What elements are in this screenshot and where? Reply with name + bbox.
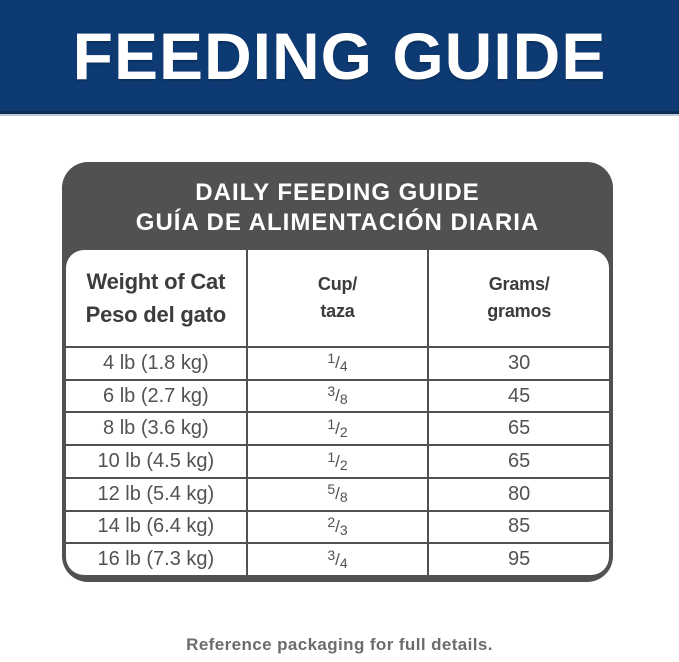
weight-cell: 12 lb (5.4 kg): [97, 482, 215, 505]
column-header-cup-en: Cup/: [317, 274, 358, 294]
table-title-english: DAILY FEEDING GUIDE: [195, 179, 480, 206]
feeding-table: Weight of Cat Peso del gato Cup/ taza Gr…: [66, 250, 609, 575]
column-header-cup: Cup/ taza: [245, 250, 428, 346]
column-header-cup-es: taza: [320, 301, 355, 321]
grams-cell: 95: [427, 544, 609, 575]
grams-cell: 30: [427, 348, 609, 379]
grams-cell: 85: [427, 511, 609, 543]
grams-cell: 80: [427, 478, 609, 510]
cup-cell: 5/8: [245, 478, 428, 510]
table-row: 4 lb (1.8 kg) 1/4 30: [66, 346, 609, 379]
cup-fraction: 5/8: [327, 481, 348, 506]
weight-cell: 14 lb (6.4 kg): [97, 515, 215, 538]
table-row: 6 lb (2.7 kg) 3/8 45: [66, 378, 609, 412]
cup-cell: 1/2: [245, 413, 428, 445]
cup-fraction: 1/2: [327, 448, 348, 473]
cup-fraction: 2/3: [327, 513, 348, 538]
cup-cell: 1/4: [245, 348, 428, 379]
table-title-spanish: GUÍA DE ALIMENTACIÓN DIARIA: [135, 209, 540, 236]
column-header-weight-en: Weight of Cat: [86, 269, 226, 294]
table-row: 12 lb (5.4 kg) 5/8 80: [66, 476, 609, 510]
weight-cell: 10 lb (4.5 kg): [97, 450, 215, 473]
cup-fraction: 1/4: [327, 350, 348, 375]
cup-cell: 3/4: [245, 544, 428, 575]
grams-cell: 65: [427, 446, 609, 477]
grams-cell: 65: [427, 413, 609, 445]
column-header-grams-en: Grams/: [488, 274, 550, 294]
cup-cell: 3/8: [245, 380, 428, 412]
table-title-band: DAILY FEEDING GUIDE GUÍA DE ALIMENTACIÓN…: [62, 162, 613, 250]
table-row: 16 lb (7.3 kg) 3/4 95: [66, 542, 609, 575]
column-header-grams-es: gramos: [487, 301, 552, 321]
column-header-grams: Grams/ gramos: [427, 250, 609, 346]
table-row: 8 lb (3.6 kg) 1/2 65: [66, 411, 609, 445]
feeding-guide-banner: FEEDING GUIDE: [0, 0, 679, 114]
grams-cell: 45: [427, 380, 609, 412]
cup-cell: 1/2: [245, 446, 428, 477]
weight-cell: 8 lb (3.6 kg): [103, 417, 209, 440]
footer-note: Reference packaging for full details.: [186, 635, 493, 654]
weight-cell: 6 lb (2.7 kg): [103, 384, 209, 407]
table-header-row: Weight of Cat Peso del gato Cup/ taza Gr…: [66, 250, 609, 346]
cup-fraction: 3/8: [327, 383, 348, 408]
cup-cell: 2/3: [245, 511, 428, 543]
column-header-weight: Weight of Cat Peso del gato: [66, 250, 246, 346]
weight-cell: 16 lb (7.3 kg): [97, 548, 215, 571]
table-row: 14 lb (6.4 kg) 2/3 85: [66, 509, 609, 543]
feeding-guide-table-card: DAILY FEEDING GUIDE GUÍA DE ALIMENTACIÓN…: [62, 162, 613, 582]
cup-fraction: 3/4: [327, 546, 348, 571]
banner-title: FEEDING GUIDE: [72, 18, 607, 93]
table-row: 10 lb (4.5 kg) 1/2 65: [66, 444, 609, 477]
cup-fraction: 1/2: [327, 415, 348, 440]
column-header-weight-es: Peso del gato: [85, 302, 227, 327]
weight-cell: 4 lb (1.8 kg): [103, 351, 209, 374]
